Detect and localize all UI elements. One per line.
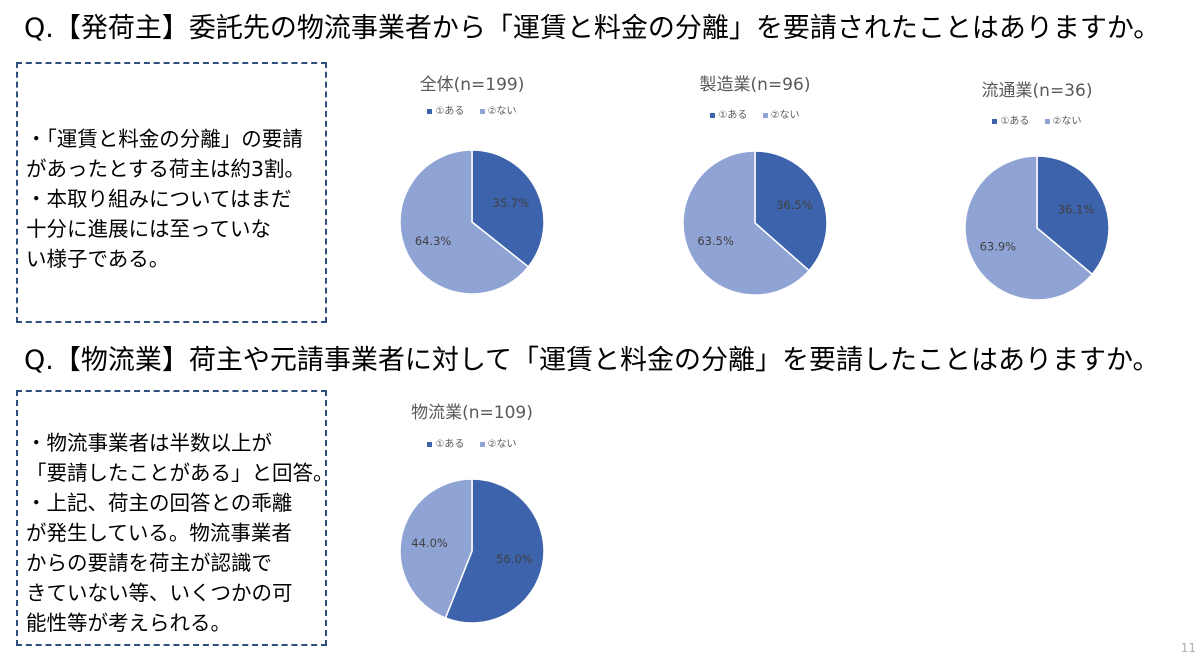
note-line: ・本取り組みについてはまだ xyxy=(26,187,292,211)
legend-swatch-yes xyxy=(992,118,998,124)
note-box-2: ・物流事業者は半数以上が 「要請したことがある」と回答。 ・上記、荷主の回答との… xyxy=(16,390,334,646)
note-line: が発生している。物流事業者 xyxy=(26,521,292,545)
legend-label-no: ②ない xyxy=(487,439,517,450)
data-label-yes: 36.1% xyxy=(1058,203,1095,217)
legend-item-no: ②ない xyxy=(479,435,517,450)
question-1-title: Q.【発荷主】委託先の物流事業者から「運賃と料金の分離」を要請されたことはありま… xyxy=(24,13,1161,44)
legend-item-yes: ①ある xyxy=(427,435,464,450)
chart-title: 全体(n=199) xyxy=(419,75,525,95)
pie-slice-no xyxy=(399,149,530,295)
data-label-yes: 36.5% xyxy=(776,198,813,212)
note-line: 「要請したことがある」と回答。 xyxy=(26,461,334,485)
pie-slice-yes xyxy=(754,150,828,272)
legend-label-yes: ①ある xyxy=(435,106,465,117)
question-2-title: Q.【物流業】荷主や元請事業者に対して「運賃と料金の分離」を要請したことはありま… xyxy=(24,345,1160,376)
legend-swatch-no xyxy=(762,112,768,118)
data-label-no: 63.9% xyxy=(980,239,1017,253)
pie-chart-overall: 全体(n=199) ①ある ②ない 35.7% 64.3% xyxy=(372,70,572,310)
note-line: からの要請を荷主が認識で xyxy=(26,551,272,575)
legend-label-no: ②ない xyxy=(487,106,517,117)
chart-title: 物流業(n=109) xyxy=(411,403,533,423)
legend-item-no: ②ない xyxy=(762,106,800,121)
pie-chart-logistics: 物流業(n=109) ①ある ②ない 56.0% 44.0% xyxy=(372,398,572,638)
note-line: があったとする荷主は約3割。 xyxy=(26,157,305,181)
pie-slice-no xyxy=(682,150,811,296)
pie-slice-yes xyxy=(444,478,545,624)
legend-swatch-no xyxy=(479,441,485,447)
pie-svg: 56.0% 44.0% xyxy=(399,478,545,624)
data-label-no: 63.5% xyxy=(697,234,734,248)
chart-title: 製造業(n=96) xyxy=(699,75,811,95)
legend-label-yes: ①ある xyxy=(435,439,465,450)
note-line: い様子である。 xyxy=(26,247,170,271)
data-label-no: 64.3% xyxy=(415,234,452,248)
legend-swatch-yes xyxy=(710,112,716,118)
data-label-yes: 56.0% xyxy=(496,552,533,566)
pie-chart-distribution: 流通業(n=36) ①ある ②ない 36.1% 63.9% xyxy=(937,76,1137,316)
data-label-yes: 35.7% xyxy=(493,196,530,210)
pie-slice-no xyxy=(399,478,473,619)
note-line: きていない等、いくつかの可 xyxy=(26,581,293,605)
chart-title: 流通業(n=36) xyxy=(981,81,1093,101)
pie-svg: 36.5% 63.5% xyxy=(682,150,828,296)
legend-label-no: ②ない xyxy=(770,110,800,121)
legend-item-yes: ①ある xyxy=(992,112,1029,127)
chart-legend: ①ある ②ない xyxy=(372,102,572,117)
chart-legend: ①ある ②ない xyxy=(655,106,855,121)
data-label-no: 44.0% xyxy=(411,536,448,550)
note-line: 十分に進展には至っていな xyxy=(26,217,271,241)
legend-item-yes: ①ある xyxy=(427,102,464,117)
chart-legend: ①ある ②ない xyxy=(937,112,1137,127)
pie-slice-yes xyxy=(471,149,545,268)
legend-swatch-no xyxy=(479,108,485,114)
note-line: 能性等が考えられる。 xyxy=(26,611,231,635)
legend-swatch-no xyxy=(1044,118,1050,124)
legend-item-no: ②ない xyxy=(479,102,517,117)
note-line: ・「運賃と料金の分離」の要請 xyxy=(26,127,303,151)
pie-slice-yes xyxy=(1036,155,1110,276)
pie-svg: 35.7% 64.3% xyxy=(399,149,545,295)
legend-item-yes: ①ある xyxy=(710,106,747,121)
note-line: ・物流事業者は半数以上が xyxy=(26,431,272,455)
legend-label-no: ②ない xyxy=(1052,116,1082,127)
legend-swatch-yes xyxy=(427,441,433,447)
legend-item-no: ②ない xyxy=(1044,112,1082,127)
note-line: ・上記、荷主の回答との乖離 xyxy=(26,491,293,515)
page-number: 11 xyxy=(1180,641,1196,655)
legend-label-yes: ①ある xyxy=(1000,116,1030,127)
note-box-1: ・「運賃と料金の分離」の要請 があったとする荷主は約3割。 ・本取り組みについて… xyxy=(16,62,327,323)
pie-slice-no xyxy=(964,155,1094,301)
pie-svg: 36.1% 63.9% xyxy=(964,155,1110,301)
pie-chart-manufacturing: 製造業(n=96) ①ある ②ない 36.5% 63.5% xyxy=(655,70,855,310)
legend-swatch-yes xyxy=(427,108,433,114)
chart-legend: ①ある ②ない xyxy=(372,435,572,450)
legend-label-yes: ①ある xyxy=(718,110,748,121)
